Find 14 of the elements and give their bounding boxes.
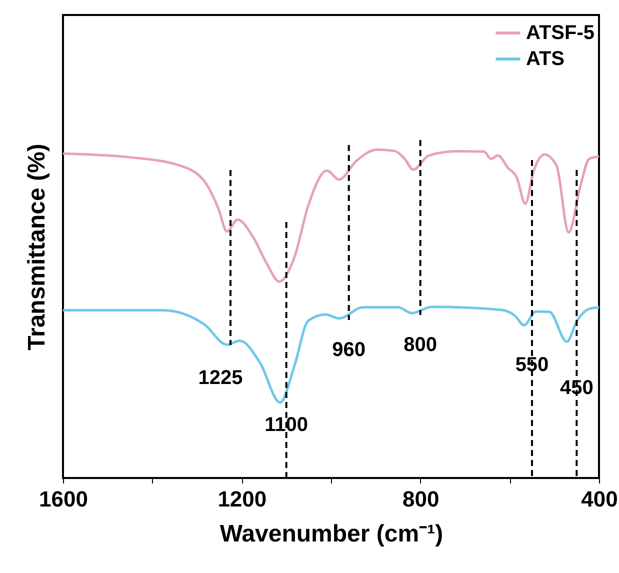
legend-label: ATS <box>526 48 565 70</box>
x-axis-title: Wavenumber (cm⁻¹) <box>220 520 444 548</box>
x-tick-label: 400 <box>581 486 618 512</box>
ref-line-label: 1100 <box>264 414 308 436</box>
ref-line-label: 1225 <box>198 367 243 389</box>
ref-line-label: 800 <box>404 334 438 356</box>
x-tick-label: 1600 <box>39 486 88 512</box>
ref-line-label: 960 <box>332 339 366 361</box>
y-axis-title: Transmittance (%) <box>24 144 50 350</box>
ref-line-label: 450 <box>560 377 594 399</box>
x-tick-label: 1200 <box>218 486 267 512</box>
x-tick-label: 800 <box>402 486 440 512</box>
ref-line-label: 550 <box>515 354 549 376</box>
legend-label: ATSF-5 <box>526 22 595 44</box>
